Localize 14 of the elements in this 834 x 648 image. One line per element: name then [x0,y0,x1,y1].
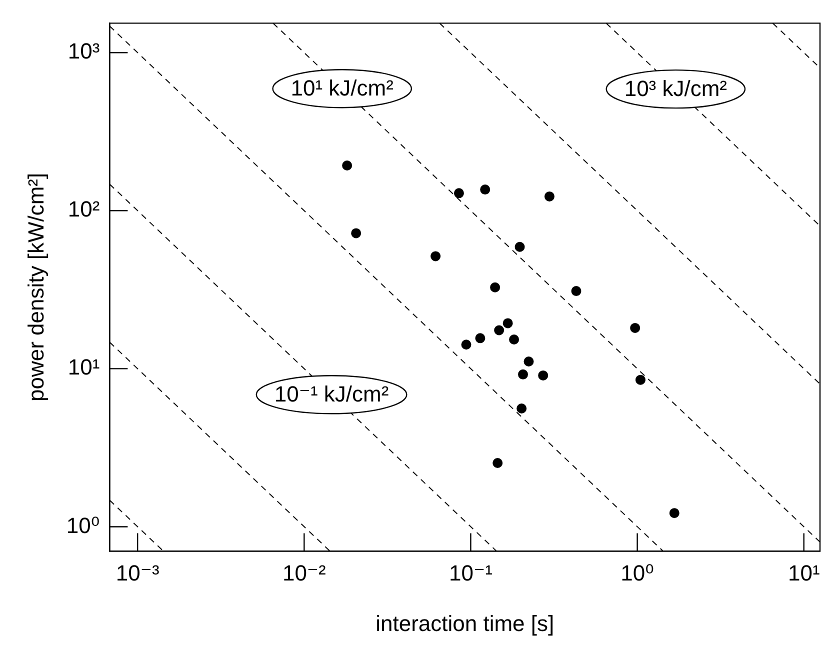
annotation: 10⁻¹ kJ/cm² [274,382,389,407]
x-tick-label: 10⁰ [620,560,654,586]
annotation: 10³ kJ/cm² [624,76,728,102]
x-tick-label: 10¹ [788,560,820,586]
y-tick-label: 10³ [68,38,100,64]
y-tick-label: 10² [68,196,100,222]
x-tick-label: 10⁻² [282,560,326,586]
x-tick-label: 10⁻¹ [449,560,492,586]
x-tick-label: 10⁻³ [116,560,160,586]
x-axis-title: interaction time [s] [376,610,554,636]
y-tick-label: 10⁰ [66,512,100,538]
annotation: 10¹ kJ/cm² [290,76,394,101]
y-tick-label: 10¹ [68,354,100,380]
y-axis-title: power density [kW/cm²] [23,172,48,402]
